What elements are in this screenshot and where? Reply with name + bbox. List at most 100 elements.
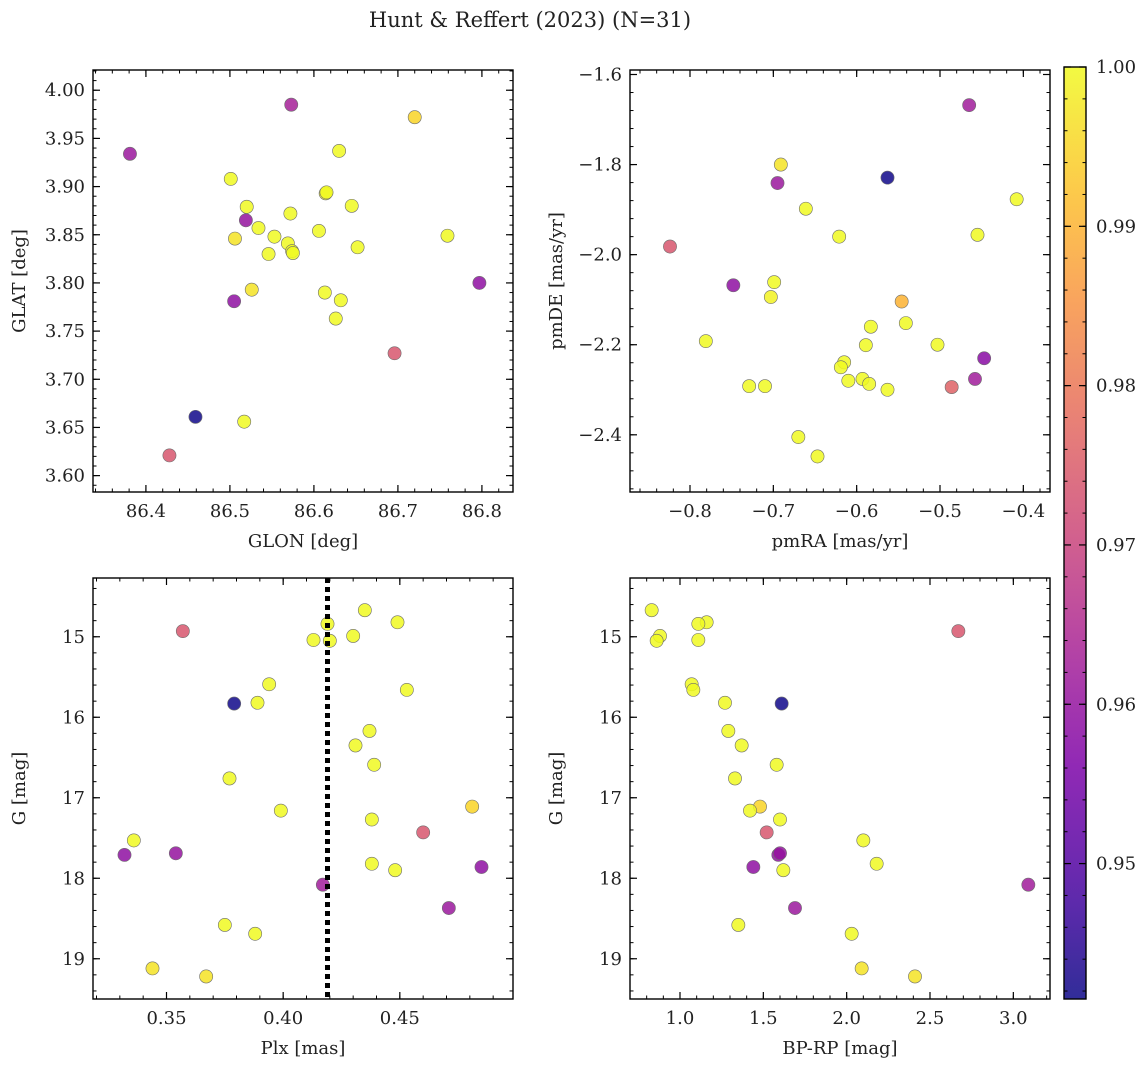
data-point [858, 338, 873, 353]
data-point [758, 379, 772, 394]
x-tick-label: −0.6 [835, 501, 879, 522]
x-tick-label: 86.5 [210, 501, 250, 522]
y-tick-label: 3.90 [45, 177, 85, 198]
y-tick-label: 3.70 [45, 369, 85, 390]
data-point [862, 377, 877, 391]
data-point [798, 201, 813, 216]
data-point [767, 275, 782, 290]
data-point [930, 337, 945, 352]
data-point [721, 724, 736, 738]
colorbar-tick-label: 0.97 [1096, 535, 1136, 556]
data-point [773, 157, 788, 172]
panels: 86.4 86.5 86.6 86.7 86.8 3.60 3.65 3.70 3.75 3.80… [9, 65, 1051, 1059]
data-point [319, 185, 334, 200]
data-point [743, 803, 757, 818]
data-point [962, 98, 977, 113]
data-point [898, 316, 913, 331]
data-point [357, 603, 372, 618]
data-point [416, 825, 431, 840]
data-point [644, 603, 659, 618]
data-point [117, 848, 132, 862]
data-point [145, 961, 160, 976]
y-tick-label: 15 [62, 627, 85, 648]
data-point [273, 803, 288, 818]
data-point [968, 372, 982, 386]
data-point [691, 616, 706, 631]
axes-frame [92, 577, 514, 1000]
data-point [283, 206, 298, 221]
x-tick-label: 0.40 [263, 1008, 303, 1029]
y-tick-label: 16 [599, 707, 622, 728]
data-point [718, 695, 732, 710]
x-axis-label: Plx [mas] [261, 1038, 346, 1059]
data-point [364, 856, 379, 871]
x-tick-label: 2.0 [832, 1008, 861, 1029]
y-tick-label: 3.85 [45, 225, 85, 246]
data-point [474, 860, 489, 874]
data-point [880, 382, 895, 397]
data-point [691, 633, 706, 647]
data-point [863, 319, 878, 334]
data-point [217, 918, 232, 932]
data-point [387, 346, 402, 361]
data-point [833, 360, 848, 375]
y-tick-label: −2.4 [578, 425, 622, 446]
data-point [188, 409, 203, 424]
data-point [854, 961, 869, 976]
panel-color-mag: 1.0 1.5 2.0 2.5 3.0 15 16 17 18 19 BP-RP [mag] G [m… [546, 577, 1051, 1059]
y-axis-label: pmDE [mas/yr] [546, 212, 567, 350]
data-point [944, 380, 959, 394]
data-point [222, 771, 237, 786]
x-tick-label: 1.5 [749, 1008, 778, 1029]
data-point [388, 863, 403, 878]
data-point [333, 293, 348, 308]
data-point [698, 334, 713, 349]
panel-glon-glat: 86.4 86.5 86.6 86.7 86.8 3.60 3.65 3.70 3.75 3.80… [9, 69, 514, 552]
y-tick-label: −2.2 [578, 335, 622, 356]
data-point [362, 724, 377, 738]
data-point [908, 969, 922, 984]
data-point [776, 863, 791, 878]
x-tick-label: 86.7 [378, 501, 418, 522]
axes-frame [92, 69, 514, 493]
data-point [663, 239, 677, 254]
x-axis-label: GLON [deg] [248, 531, 358, 552]
x-axis-label: BP-RP [mag] [782, 1038, 897, 1059]
panel-plx-g: 0.35 0.40 0.45 15 16 17 18 19 Plx [mas] G [mag] [9, 577, 514, 1059]
data-point [123, 146, 137, 161]
x-tick-label: 2.5 [916, 1008, 945, 1029]
figure-title: Hunt & Reffert (2023) (N=31) [369, 8, 691, 32]
data-point [844, 926, 859, 941]
data-point [390, 615, 405, 630]
data-point [175, 624, 190, 639]
data-point [810, 449, 825, 464]
data-point [1021, 877, 1036, 892]
data-point [774, 696, 789, 711]
data-point [348, 738, 363, 753]
data-point [223, 171, 238, 186]
data-point [791, 430, 806, 444]
data-point [328, 311, 343, 326]
y-tick-label: 17 [599, 788, 622, 809]
panel-pm: −0.8 −0.7 −0.6 −0.5 −0.4 −2.4 −2.2 −2.0 −1.8 −1.6… [546, 65, 1051, 552]
data-point [346, 629, 361, 643]
colorbar-tick-label: 1.00 [1096, 57, 1136, 78]
data-point [286, 246, 300, 260]
data-point [350, 240, 365, 255]
y-tick-label: 4.00 [45, 80, 85, 101]
y-tick-label: 19 [62, 949, 85, 970]
data-point [440, 228, 455, 243]
data-point [759, 825, 774, 840]
x-tick-label: 1.0 [666, 1008, 695, 1029]
x-tick-label: −0.4 [1001, 501, 1045, 522]
data-point [267, 229, 282, 244]
data-point [248, 926, 263, 941]
data-point [856, 833, 871, 848]
data-point [251, 221, 266, 235]
x-tick-label: 86.4 [126, 501, 166, 522]
data-point [168, 846, 183, 861]
x-tick-label: 86.8 [462, 501, 502, 522]
y-tick-label: 3.80 [45, 273, 85, 294]
data-point [364, 812, 379, 827]
